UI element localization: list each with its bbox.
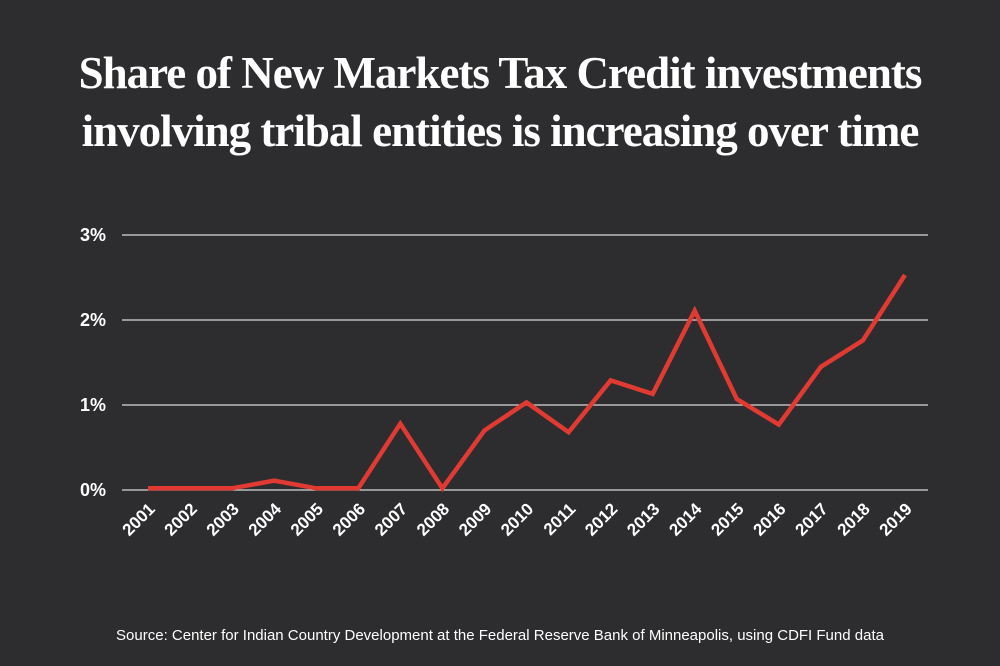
chart-title-line-2: involving tribal entities is increasing … [81,106,920,156]
y-tick-label: 0% [80,480,106,500]
x-tick-label: 2011 [540,499,580,539]
x-tick-label: 2003 [203,499,243,539]
source-note: Source: Center for Indian Country Develo… [116,627,884,644]
x-tick-label: 2004 [245,499,286,540]
x-tick-label: 2015 [707,499,747,539]
chart-title: Share of New Markets Tax Credit investme… [0,44,1000,160]
x-tick-label: 2001 [119,499,159,539]
y-tick-label: 1% [80,395,106,415]
x-tick-label: 2013 [623,499,663,539]
x-tick-label: 2010 [497,499,537,539]
x-tick-label: 2008 [413,499,453,539]
x-tick-label: 2002 [161,499,201,539]
x-tick-label: 2017 [792,499,832,539]
x-tick-label: 2018 [834,499,874,539]
x-tick-label: 2009 [455,499,495,539]
x-tick-label: 2006 [329,499,369,539]
series-line [148,273,907,493]
y-tick-label: 3% [80,225,106,245]
x-tick-label: 2019 [876,499,916,539]
x-tick-label: 2014 [665,499,706,540]
y-tick-label: 2% [80,310,106,330]
chart-title-line-1: Share of New Markets Tax Credit investme… [78,48,923,98]
x-tick-label: 2007 [371,499,411,539]
x-tick-label: 2012 [581,499,621,539]
x-tick-label: 2005 [287,499,327,539]
x-tick-label: 2016 [749,499,789,539]
